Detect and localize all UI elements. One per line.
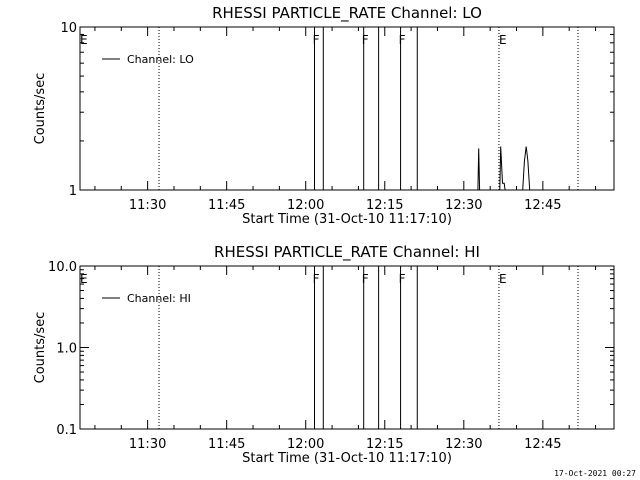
- x-tick-label: 11:30: [129, 198, 166, 213]
- x-tick-label: 12:30: [445, 198, 482, 213]
- chart-panel-1: RHESSI PARTICLE_RATE Channel: LO 1 10 Count…: [33, 4, 615, 227]
- x-tick-label: 12:45: [524, 198, 561, 213]
- flare-marker-label: F: [399, 272, 406, 286]
- y-tick-label: 1.0: [56, 342, 77, 357]
- x-tick-label: 12:00: [287, 198, 324, 213]
- flare-marker-label: F: [362, 33, 369, 47]
- chart-panel-2: RHESSI PARTICLE_RATE Channel: HI 0.1 1.0 10…: [33, 243, 615, 466]
- flare-marker-label: F: [399, 33, 406, 47]
- chart-title: RHESSI PARTICLE_RATE Channel: HI: [214, 243, 480, 262]
- eclipse-marker-label: E: [499, 33, 507, 47]
- y-tick-label: 10.0: [48, 260, 77, 275]
- eclipse-marker-label: E: [80, 272, 88, 286]
- flare-marker-label: F: [313, 33, 320, 47]
- chart-title: RHESSI PARTICLE_RATE Channel: LO: [212, 4, 482, 23]
- x-tick-label: 11:30: [129, 437, 166, 452]
- plot-frame: [79, 265, 615, 430]
- y-tick-label: 0.1: [56, 423, 77, 438]
- x-tick-label: 11:45: [208, 198, 245, 213]
- y-axis-label: Counts/sec: [33, 312, 48, 384]
- y-tick-label: 10: [60, 21, 77, 36]
- x-tick-label: 11:45: [208, 437, 245, 452]
- flare-marker-label: F: [313, 272, 320, 286]
- data-series-line: [477, 146, 531, 191]
- eclipse-marker-label: E: [499, 272, 507, 286]
- flare-marker-label: F: [362, 272, 369, 286]
- x-axis-label: Start Time (31-Oct-10 11:17:10): [242, 451, 452, 466]
- eclipse-marker-label: E: [80, 33, 88, 47]
- x-tick-label: 12:00: [287, 437, 324, 452]
- plot-frame: [79, 26, 615, 191]
- generation-timestamp: 17-Oct-2021 00:27: [554, 469, 636, 478]
- legend-label: Channel: HI: [127, 292, 191, 305]
- y-tick-label: 1: [69, 184, 77, 199]
- x-tick-label: 12:15: [366, 437, 403, 452]
- x-tick-label: 12:45: [524, 437, 561, 452]
- x-tick-label: 12:30: [445, 437, 482, 452]
- x-tick-label: 12:15: [366, 198, 403, 213]
- x-axis-label: Start Time (31-Oct-10 11:17:10): [242, 212, 452, 227]
- legend-label: Channel: LO: [127, 53, 194, 66]
- y-axis-label: Counts/sec: [33, 73, 48, 145]
